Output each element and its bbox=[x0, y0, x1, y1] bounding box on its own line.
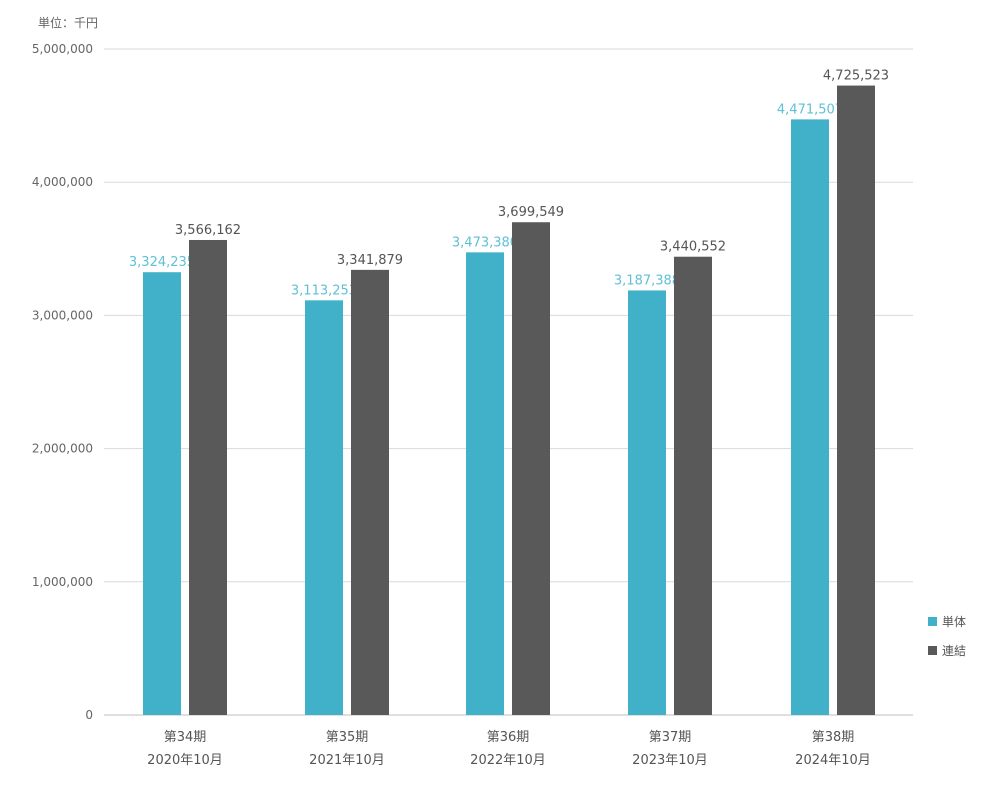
data-label-single: 3,113,253 bbox=[291, 283, 357, 298]
y-tick-label: 2,000,000 bbox=[32, 442, 93, 456]
y-tick-label: 4,000,000 bbox=[32, 175, 93, 189]
x-tick-label: 第34期 bbox=[164, 730, 207, 745]
legend-item-consolidated[interactable]: 連結 bbox=[928, 643, 966, 658]
data-label-consolidated: 3,440,552 bbox=[660, 240, 726, 255]
x-tick-sublabel: 2021年10月 bbox=[309, 753, 385, 768]
data-label-consolidated: 3,699,549 bbox=[498, 205, 564, 220]
legend-label-single: 単体 bbox=[942, 615, 967, 629]
data-label-single: 3,473,380 bbox=[452, 235, 518, 250]
y-tick-label: 5,000,000 bbox=[32, 42, 93, 56]
legend-swatch-consolidated bbox=[928, 646, 937, 655]
legend-item-single[interactable]: 単体 bbox=[928, 614, 966, 629]
y-tick-label: 3,000,000 bbox=[32, 308, 93, 322]
x-tick-sublabel: 2024年10月 bbox=[795, 753, 871, 768]
x-tick-sublabel: 2023年10月 bbox=[632, 753, 708, 768]
bar-consolidated bbox=[674, 256, 712, 715]
x-tick-label: 第35期 bbox=[326, 730, 369, 745]
data-label-single: 4,471,507 bbox=[777, 102, 843, 117]
bar-consolidated bbox=[189, 239, 227, 715]
legend: 単体 連結 bbox=[928, 614, 966, 672]
bar-single bbox=[466, 252, 504, 716]
bar-single bbox=[628, 290, 666, 715]
x-tick-label: 第36期 bbox=[487, 730, 530, 745]
bar-single bbox=[305, 300, 343, 715]
bar-single bbox=[143, 272, 181, 715]
unit-label: 単位：千円 bbox=[38, 16, 99, 30]
legend-label-consolidated: 連結 bbox=[942, 644, 967, 658]
x-tick-label: 第37期 bbox=[649, 730, 692, 745]
y-tick-label: 1,000,000 bbox=[32, 575, 93, 589]
x-tick-sublabel: 2022年10月 bbox=[470, 753, 546, 768]
y-tick-label: 0 bbox=[85, 708, 93, 722]
data-label-single: 3,187,388 bbox=[614, 273, 680, 288]
data-label-consolidated: 4,725,523 bbox=[823, 69, 889, 84]
x-tick-label: 第38期 bbox=[812, 730, 855, 745]
bar-single bbox=[791, 119, 829, 716]
bar-consolidated bbox=[837, 85, 875, 716]
data-label-consolidated: 3,566,162 bbox=[175, 223, 241, 238]
bar-consolidated bbox=[351, 269, 389, 715]
legend-swatch-single bbox=[928, 617, 937, 626]
data-label-single: 3,324,235 bbox=[129, 255, 195, 270]
data-label-consolidated: 3,341,879 bbox=[337, 253, 403, 268]
x-tick-sublabel: 2020年10月 bbox=[147, 753, 223, 768]
bar-consolidated bbox=[512, 222, 550, 715]
